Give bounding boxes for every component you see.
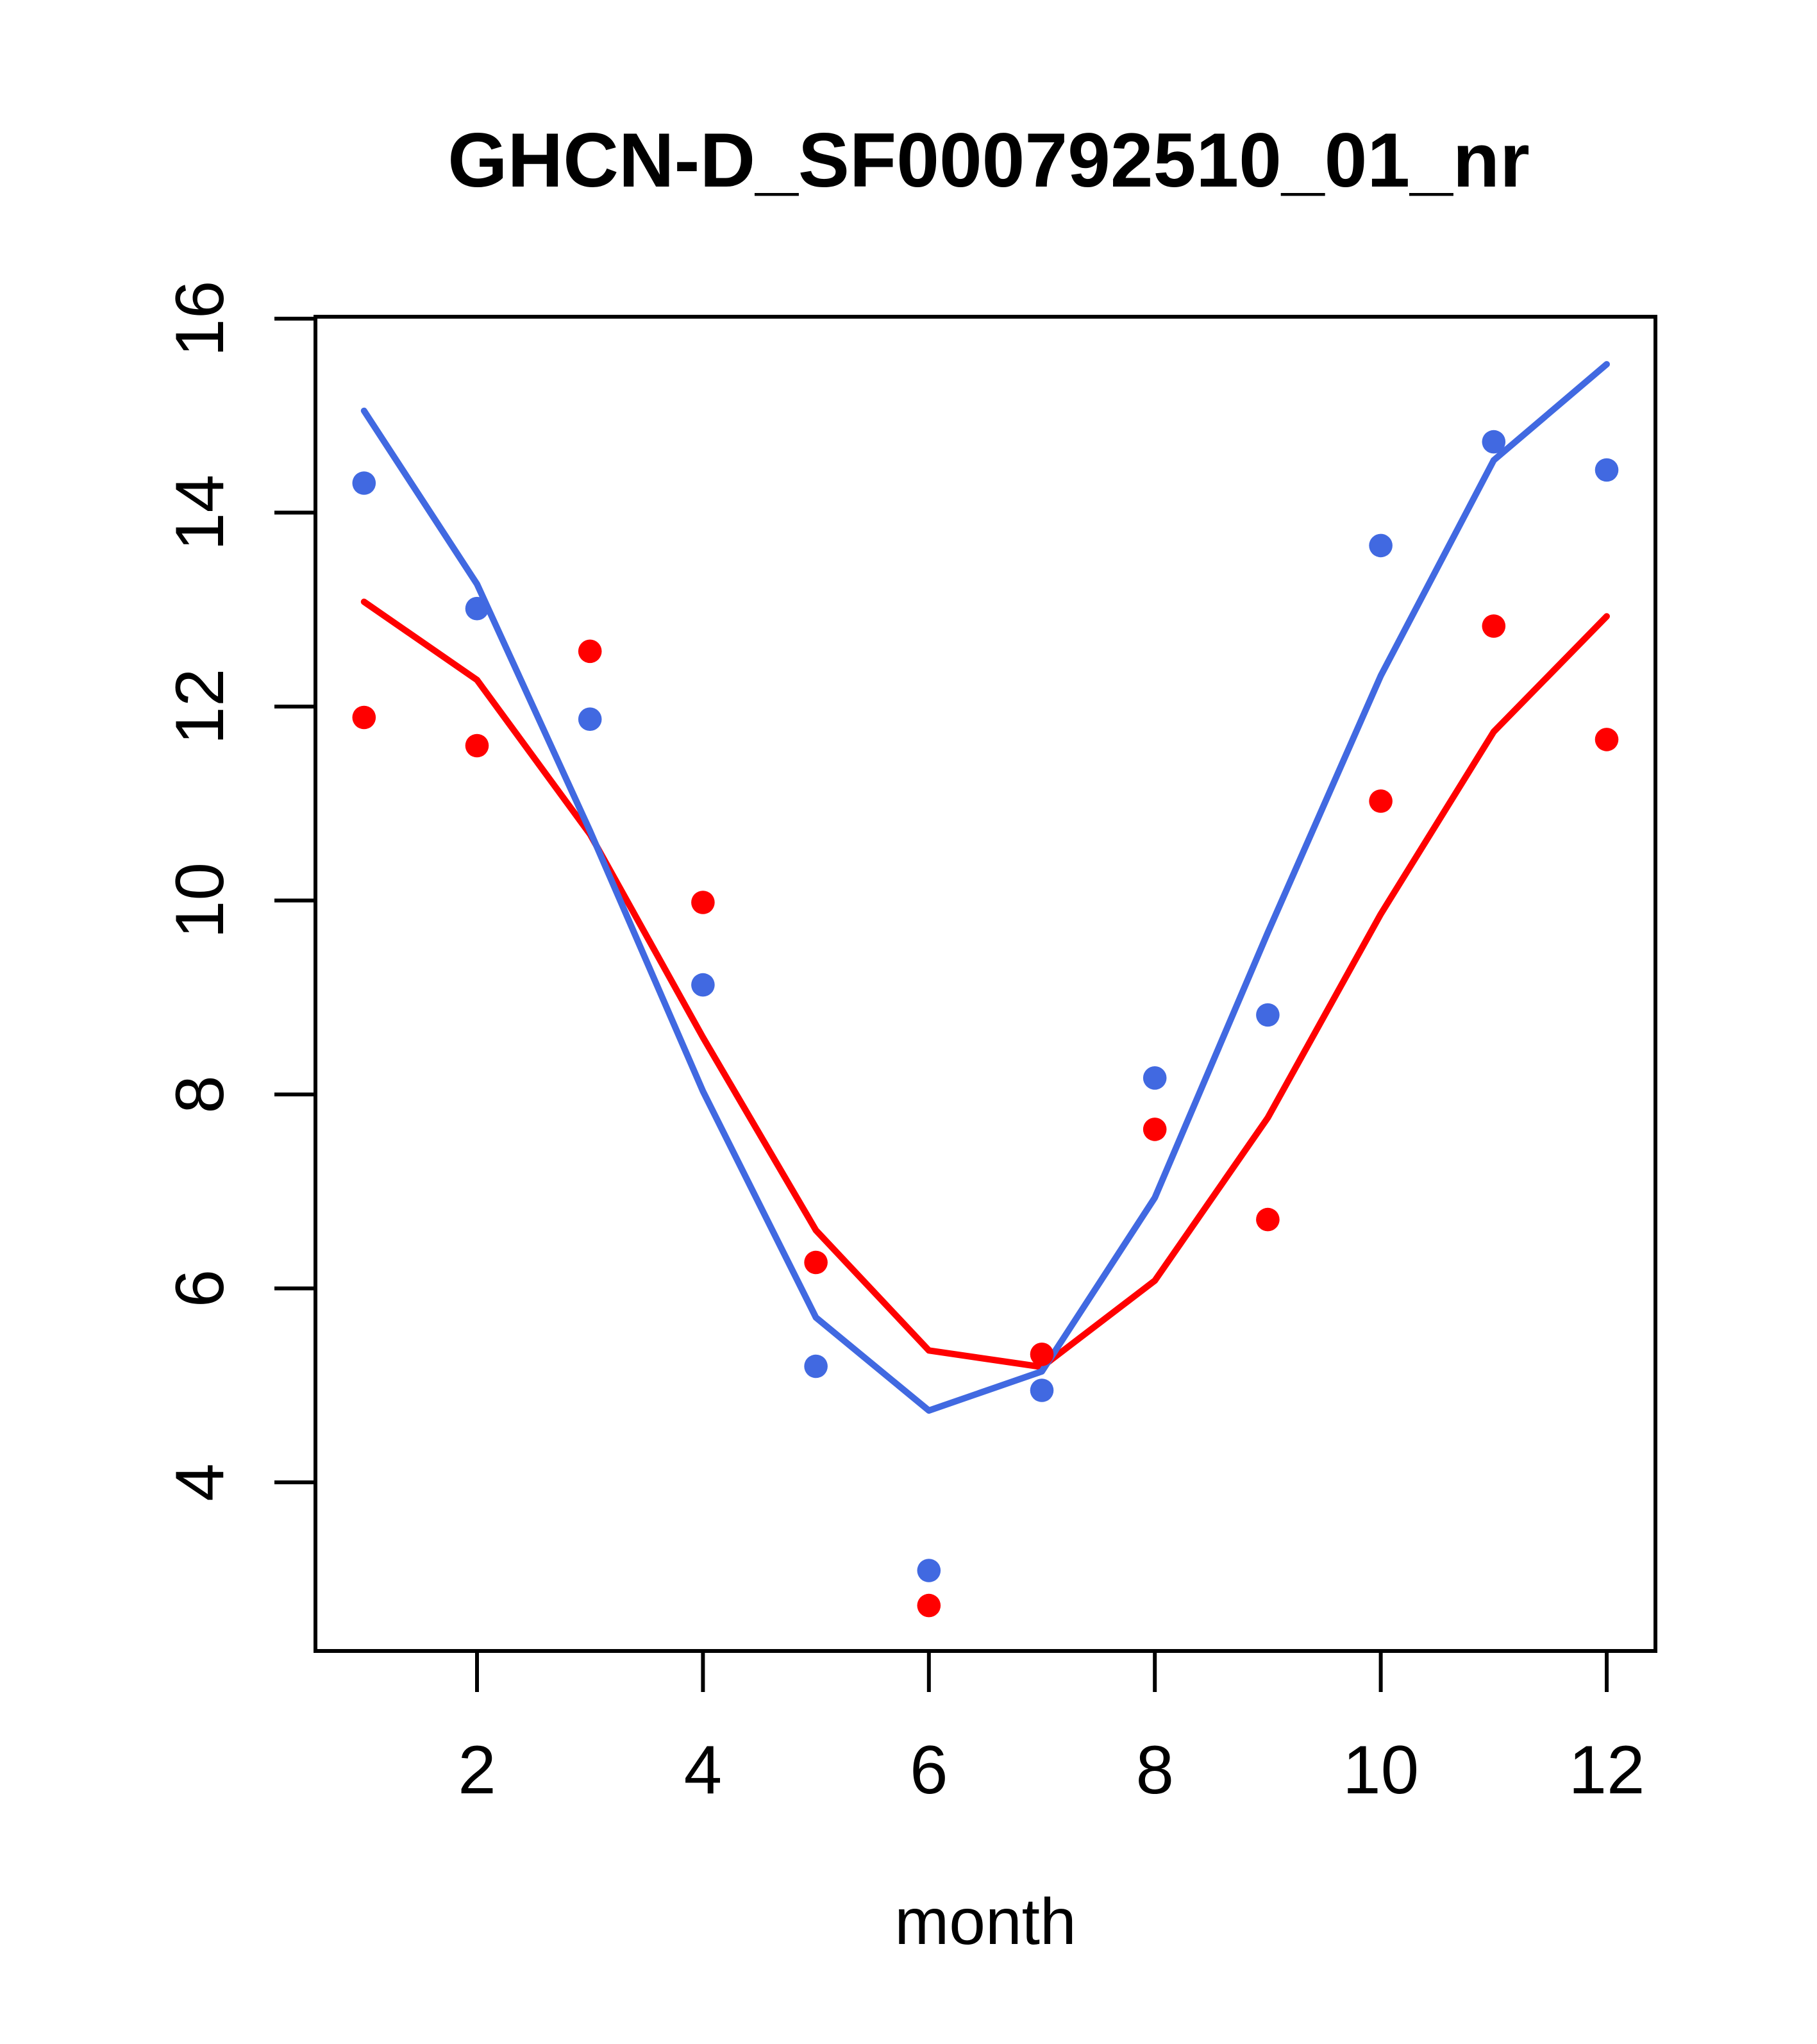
- svg-text:12: 12: [1568, 1731, 1645, 1808]
- svg-text:10: 10: [1343, 1731, 1419, 1808]
- svg-text:2: 2: [458, 1731, 496, 1808]
- svg-text:16: 16: [161, 280, 238, 356]
- svg-text:4: 4: [161, 1463, 238, 1502]
- svg-text:6: 6: [910, 1731, 948, 1808]
- svg-text:8: 8: [161, 1075, 238, 1114]
- svg-text:6: 6: [161, 1269, 238, 1308]
- svg-text:10: 10: [161, 862, 238, 939]
- svg-text:8: 8: [1135, 1731, 1174, 1808]
- svg-text:12: 12: [161, 668, 238, 744]
- svg-text:14: 14: [161, 474, 238, 551]
- svg-text:4: 4: [684, 1731, 723, 1808]
- svg-text:GHCN-D_SF000792510_01_nr: GHCN-D_SF000792510_01_nr: [448, 117, 1530, 203]
- svg-text:month: month: [894, 1885, 1076, 1958]
